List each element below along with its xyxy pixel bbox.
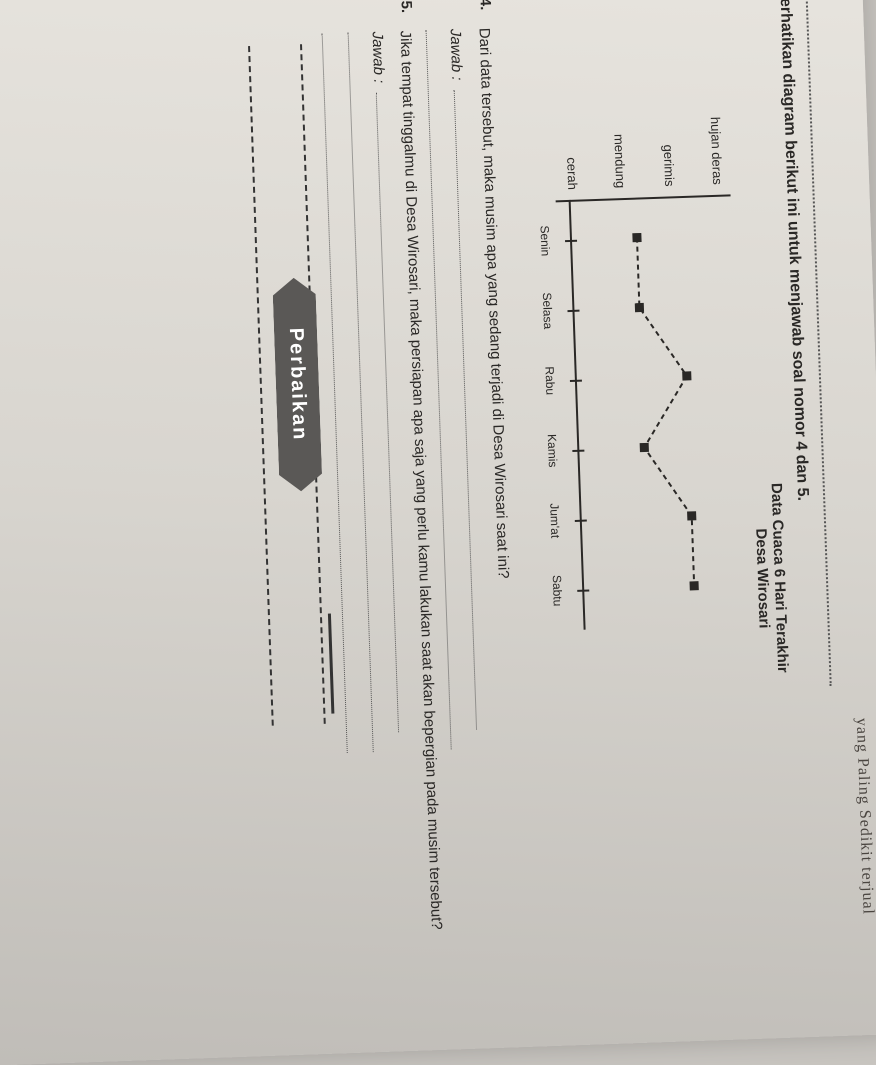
x-label: Senin (537, 225, 552, 256)
jawab-label: Jawab : (369, 31, 388, 83)
worksheet-page: yang Paling Sedikit terjual Perhatikan d… (0, 0, 876, 1065)
x-label: Jum'at (547, 503, 562, 538)
x-label: Selasa (540, 292, 555, 329)
data-point (687, 511, 696, 520)
x-label: Sabtu (550, 575, 565, 607)
perbaikan-banner: Perbaikan (272, 277, 322, 492)
data-point (682, 371, 691, 380)
y-label-cerah: cerah (562, 95, 580, 190)
y-label-hujan-deras: hujan deras (707, 90, 725, 185)
x-label: Kamis (545, 434, 560, 468)
page-edge-line (328, 614, 334, 714)
perbaikan-section: Perbaikan (248, 44, 326, 725)
question-number: 4. (477, 0, 494, 11)
handwritten-note: yang Paling Sedikit terjual (852, 718, 876, 916)
y-label-mendung: mendung (610, 93, 628, 188)
y-axis-labels: hujan deras gerimis mendung cerah (562, 90, 725, 191)
x-label: Rabu (542, 366, 557, 395)
weather-chart: hujan deras gerimis mendung cerah Senin S… (522, 90, 741, 657)
jawab-label: Jawab : (447, 29, 466, 81)
y-label-gerimis: gerimis (659, 91, 677, 186)
data-line (637, 236, 694, 587)
chart-plot (561, 194, 746, 630)
question-number: 5. (398, 0, 415, 13)
banner-border (248, 46, 274, 726)
data-point (635, 303, 644, 312)
banner-label: Perbaikan (285, 327, 311, 441)
data-point (632, 233, 641, 242)
data-point (690, 581, 699, 590)
data-point (640, 443, 649, 452)
